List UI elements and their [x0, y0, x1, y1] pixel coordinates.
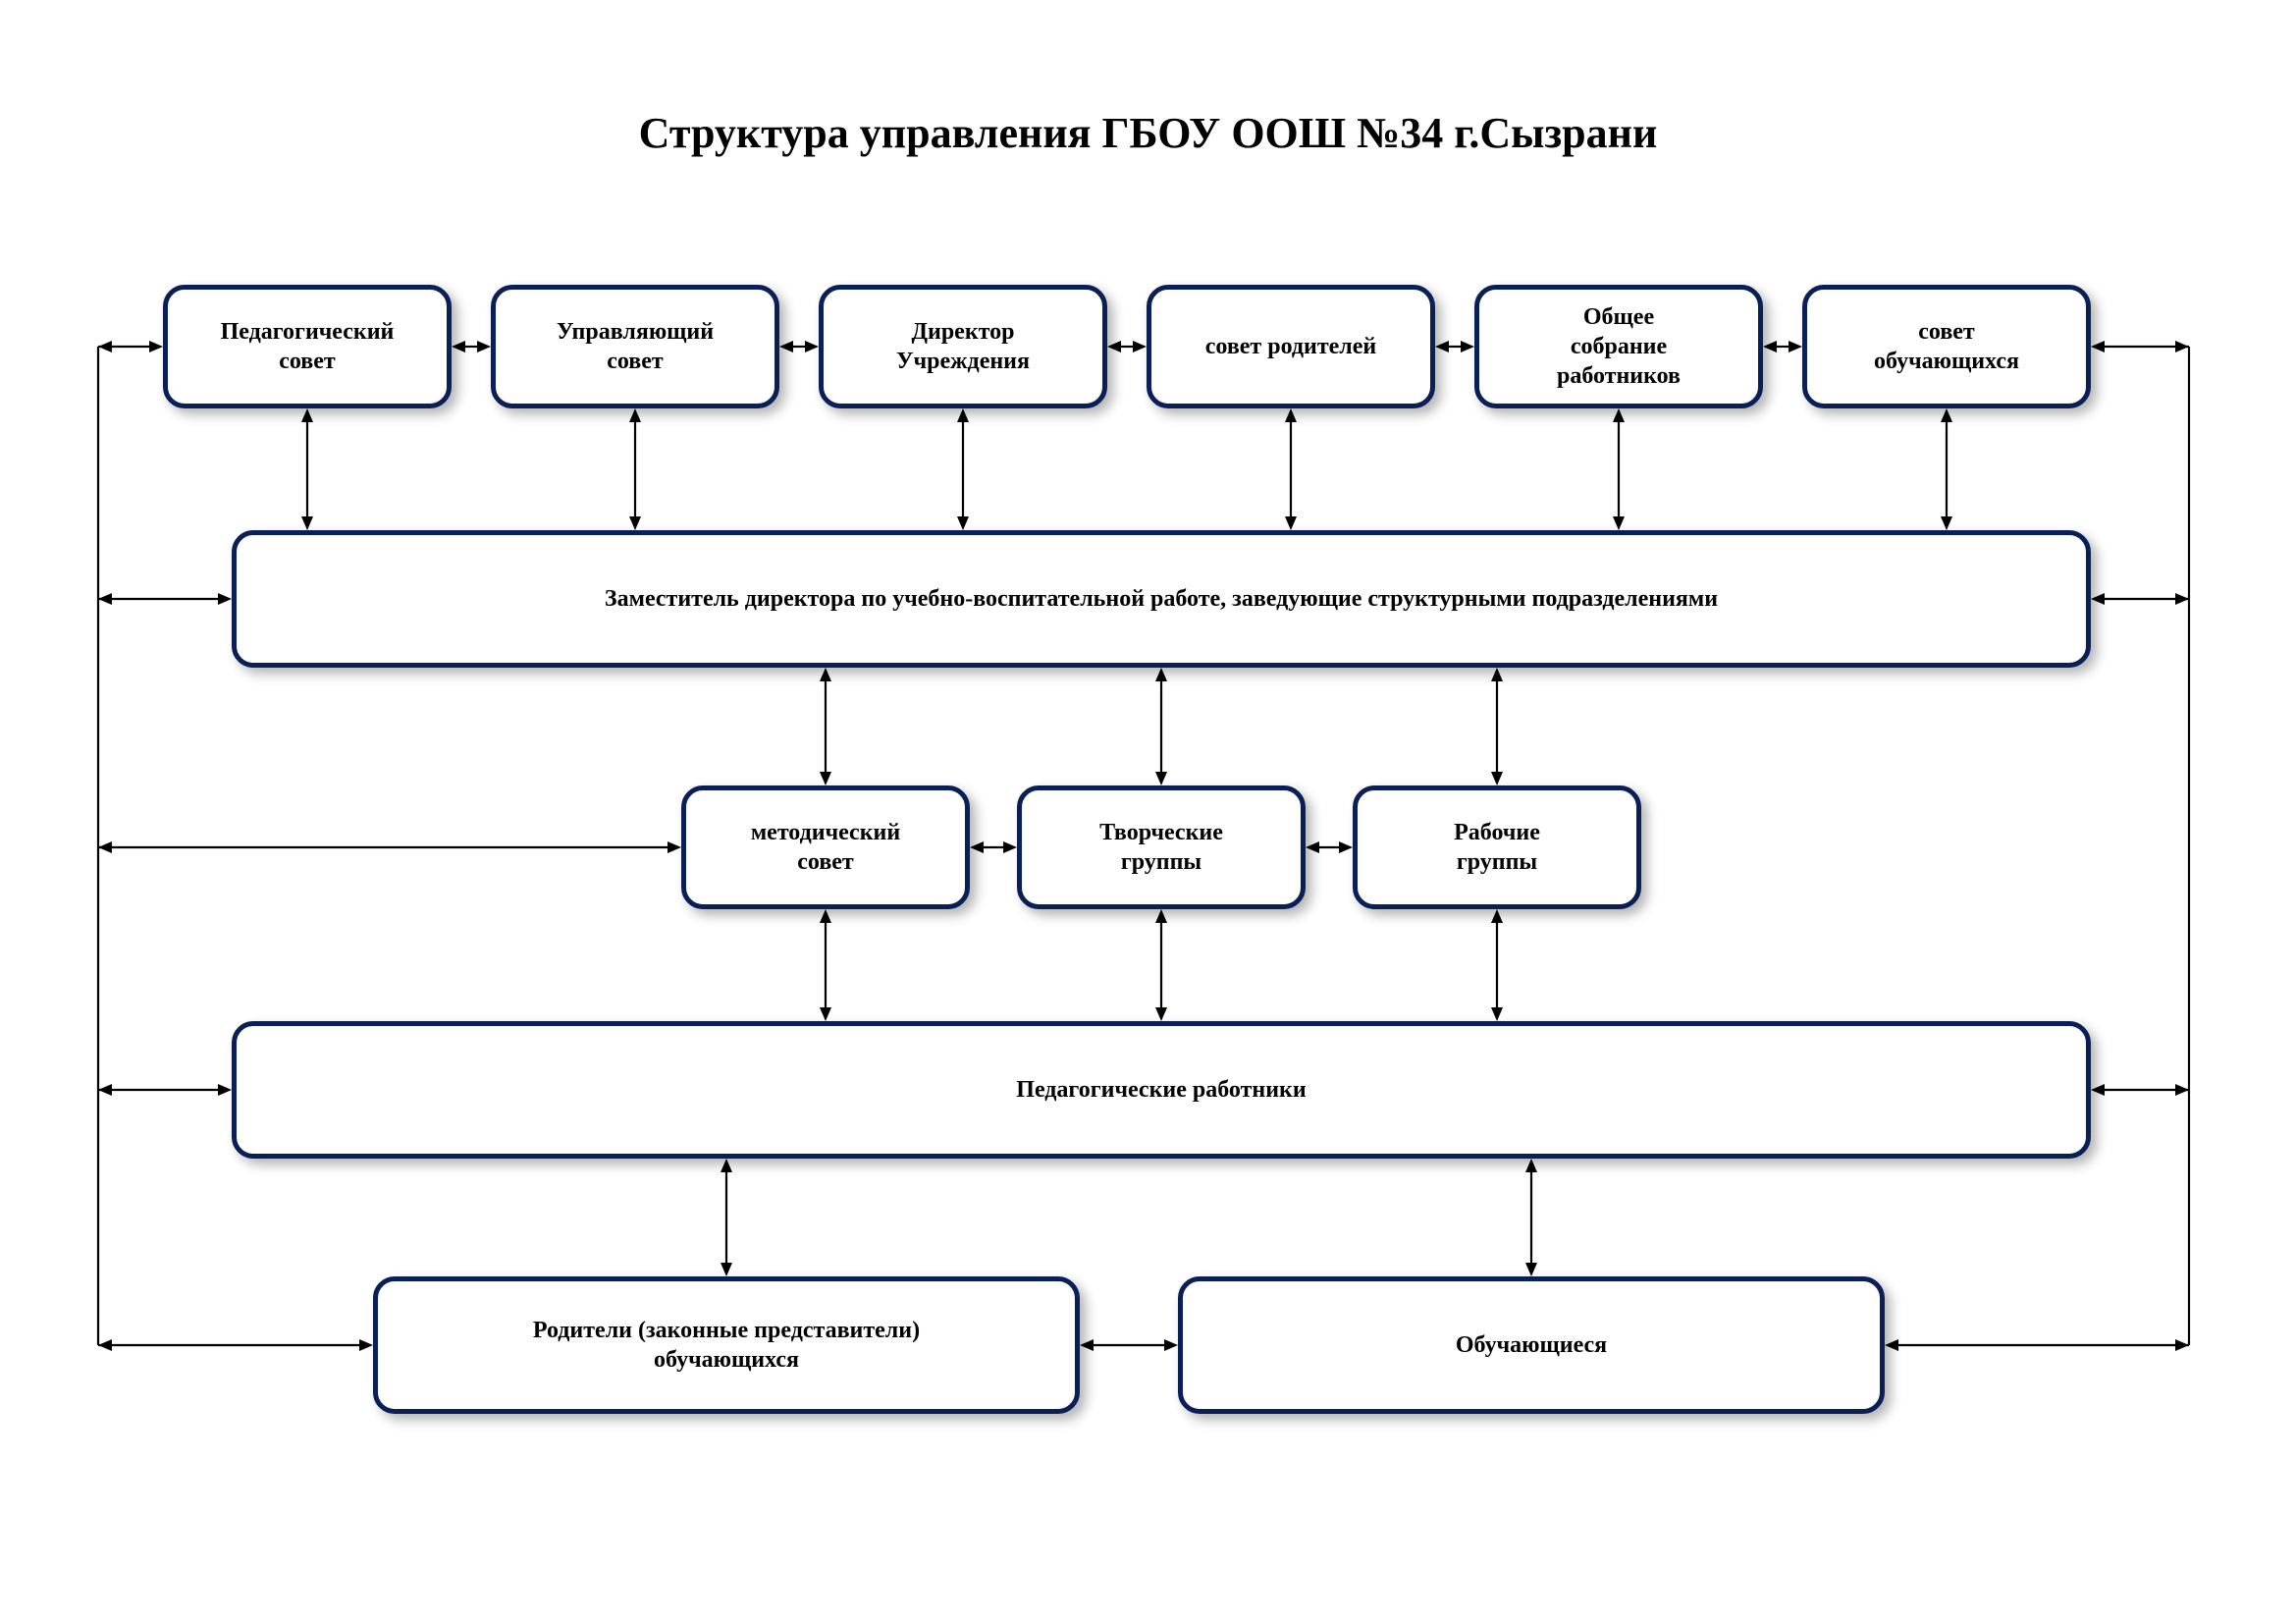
node-n5: Общее собрание работников — [1474, 285, 1763, 408]
node-n9: Творческие группы — [1017, 785, 1306, 909]
node-n12: Родители (законные представители) обучаю… — [373, 1276, 1080, 1414]
node-n11: Педагогические работники — [232, 1021, 2091, 1159]
node-n8: методический совет — [681, 785, 970, 909]
node-n1: Педагогический совет — [163, 285, 452, 408]
node-n10: Рабочие группы — [1353, 785, 1641, 909]
node-n13: Обучающиеся — [1178, 1276, 1885, 1414]
page-title: Структура управления ГБОУ ООШ №34 г.Сызр… — [0, 108, 2296, 158]
node-n2: Управляющий совет — [491, 285, 779, 408]
node-n6: совет обучающихся — [1802, 285, 2091, 408]
node-n4: совет родителей — [1147, 285, 1435, 408]
node-n3: Директор Учреждения — [819, 285, 1107, 408]
node-n7: Заместитель директора по учебно-воспитат… — [232, 530, 2091, 668]
